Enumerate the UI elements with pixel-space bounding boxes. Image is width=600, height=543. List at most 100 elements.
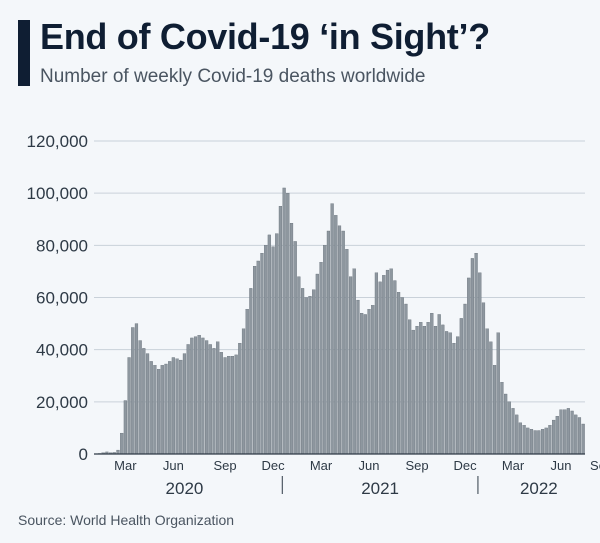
source-note: Source: World Health Organization	[18, 512, 235, 528]
bar	[205, 340, 209, 455]
y-tick-label: 60,000	[36, 289, 88, 308]
bar	[437, 314, 441, 455]
axis-layer: 0 20,000 40,000 60,000 80,000 100,000 120,000 M…	[27, 132, 600, 498]
bar	[179, 359, 183, 455]
bar	[123, 400, 127, 455]
bar	[574, 414, 578, 455]
bar	[256, 260, 260, 455]
bar	[289, 223, 294, 455]
bar	[319, 262, 323, 455]
bar	[278, 206, 283, 455]
bar	[555, 416, 559, 455]
bar	[511, 408, 515, 455]
bar	[341, 230, 345, 455]
bar	[507, 401, 511, 455]
bar	[182, 353, 187, 455]
bar	[485, 328, 489, 455]
bar	[411, 329, 415, 455]
y-tick-label: 100,000	[27, 184, 88, 203]
bar	[470, 258, 474, 455]
bar	[175, 358, 179, 455]
bar	[378, 281, 382, 455]
x-month-label: Sep	[590, 458, 600, 473]
bar	[186, 344, 190, 455]
bar	[297, 276, 301, 455]
bar	[238, 342, 242, 455]
bar	[492, 365, 497, 455]
x-month-label: Sep	[405, 458, 428, 473]
x-year-label: 2020	[166, 479, 204, 498]
bar	[160, 365, 164, 455]
bar	[433, 326, 438, 455]
bar	[245, 309, 249, 455]
bar	[570, 410, 574, 455]
bar	[448, 332, 452, 455]
bar	[526, 427, 530, 455]
chart-title: End of Covid-19 ‘in Sight’?	[40, 16, 490, 57]
bar	[404, 303, 408, 455]
x-month-label: Jun	[163, 458, 184, 473]
bar	[201, 337, 205, 455]
bar	[348, 276, 353, 455]
bar	[157, 369, 161, 455]
bar	[374, 272, 379, 455]
bar	[312, 289, 316, 455]
bar	[419, 322, 423, 455]
bar	[219, 352, 223, 455]
title-accent-bar	[18, 20, 30, 86]
bar	[459, 318, 463, 455]
bar	[171, 357, 175, 455]
bar	[489, 341, 493, 455]
bars-layer	[97, 187, 585, 455]
y-tick-label: 40,000	[36, 341, 88, 360]
bar	[249, 288, 253, 455]
y-tick-label: 80,000	[36, 236, 88, 255]
bar	[518, 422, 522, 455]
bar	[559, 409, 563, 455]
bar	[282, 187, 286, 455]
bar	[153, 365, 157, 455]
x-month-label: Mar	[310, 458, 333, 473]
bar	[566, 408, 570, 455]
bar	[515, 414, 519, 455]
bar	[345, 249, 349, 455]
x-month-label: Sep	[213, 458, 236, 473]
bar	[422, 326, 427, 455]
bar	[360, 312, 364, 455]
bar	[223, 357, 227, 455]
bar	[293, 241, 297, 455]
bar	[234, 354, 238, 455]
bar	[275, 233, 279, 455]
bar	[193, 336, 198, 455]
bar	[430, 312, 434, 455]
bar	[352, 268, 356, 455]
bar	[474, 253, 478, 455]
bar	[393, 280, 397, 455]
bar	[120, 432, 124, 455]
bar	[452, 342, 456, 455]
x-month-label: Jun	[359, 458, 380, 473]
bar	[208, 344, 212, 455]
bar	[252, 266, 257, 455]
bar	[504, 393, 508, 455]
bar	[323, 245, 327, 455]
bar	[426, 322, 430, 455]
bar	[537, 430, 541, 455]
bar	[529, 429, 534, 455]
bar	[286, 193, 290, 455]
bar	[363, 314, 367, 455]
x-month-label: Dec	[453, 458, 477, 473]
bar	[400, 297, 404, 455]
bar	[264, 245, 268, 455]
bar	[134, 323, 139, 455]
bar	[478, 272, 482, 455]
x-month-label: Jun	[551, 458, 572, 473]
bar	[330, 203, 334, 455]
bar	[544, 427, 548, 455]
bar	[164, 363, 168, 455]
bar	[142, 348, 146, 455]
bar	[382, 275, 386, 455]
bar	[522, 425, 526, 455]
bar	[500, 382, 504, 455]
x-month-label: Mar	[114, 458, 137, 473]
